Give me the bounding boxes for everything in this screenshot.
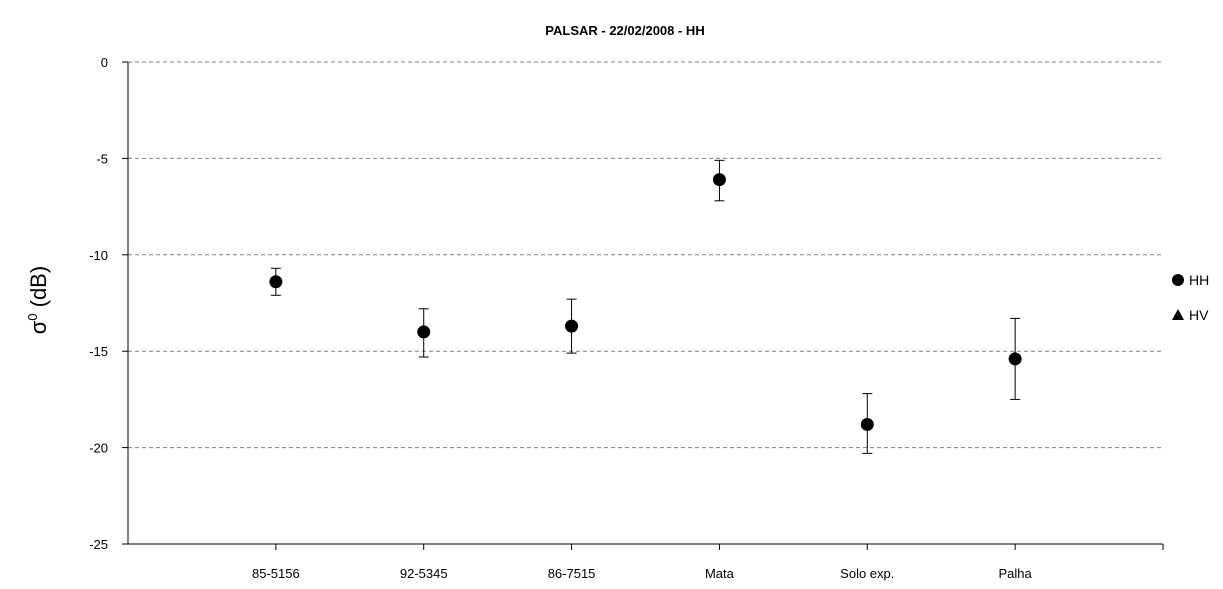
y-tick-label: -15 <box>89 344 108 359</box>
data-point-hh <box>860 417 874 431</box>
gridlines <box>128 61 1163 449</box>
legend-marker-hv <box>1172 309 1184 320</box>
x-tick-label: Mata <box>705 566 735 581</box>
legend: HH HV <box>1172 272 1209 323</box>
data-point-hh <box>712 173 726 187</box>
y-axis-label-symbol: σ <box>26 320 51 334</box>
axes <box>127 62 1164 550</box>
y-axis-label-superscript: 0 <box>25 313 40 320</box>
data-point-hh <box>565 319 579 333</box>
y-tick-label: -5 <box>96 151 108 166</box>
data-point-hh <box>1008 352 1022 366</box>
y-tick-label: -25 <box>89 537 108 552</box>
x-tick-label: 92-5345 <box>400 566 448 581</box>
x-tick-label: 85-5156 <box>252 566 300 581</box>
legend-marker-hh <box>1172 274 1184 286</box>
x-tick-label: 86-7515 <box>548 566 596 581</box>
x-tick-label: Solo exp. <box>840 566 894 581</box>
x-tick-label: Palha <box>999 566 1033 581</box>
data-point-hh <box>417 325 431 339</box>
y-tick-label: -10 <box>89 248 108 263</box>
x-tick-labels: 85-5156 92-5345 86-7515 Mata Solo exp. Palha <box>252 544 1033 581</box>
y-tick-label: 0 <box>101 55 108 70</box>
legend-label-hh: HH <box>1189 272 1209 288</box>
data-marks <box>269 159 1022 454</box>
y-axis-label-unit: (dB) <box>26 266 51 308</box>
y-tick-labels: 0 -5 -10 -15 -20 -25 <box>89 55 128 552</box>
chart-title: PALSAR - 22/02/2008 - HH <box>545 23 704 38</box>
y-tick-label: -20 <box>89 441 108 456</box>
y-axis-label: σ0 (dB) <box>25 266 51 334</box>
legend-label-hv: HV <box>1189 307 1209 323</box>
data-point-hh <box>269 275 283 289</box>
